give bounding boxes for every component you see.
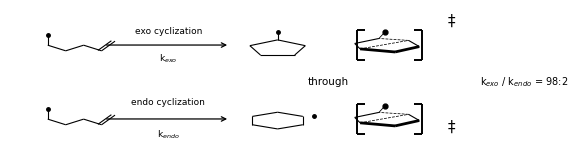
Text: k$_{endo}$: k$_{endo}$ [157,129,180,141]
Text: ‡: ‡ [448,13,455,28]
Text: endo cyclization: endo cyclization [132,98,205,107]
Text: exo cyclization: exo cyclization [134,27,202,36]
Text: k$_{exo}$: k$_{exo}$ [159,52,177,65]
Text: ‡: ‡ [448,120,455,134]
Text: through: through [308,77,348,87]
Text: k$_{exo}$ / k$_{endo}$ = 98:2: k$_{exo}$ / k$_{endo}$ = 98:2 [480,75,569,89]
